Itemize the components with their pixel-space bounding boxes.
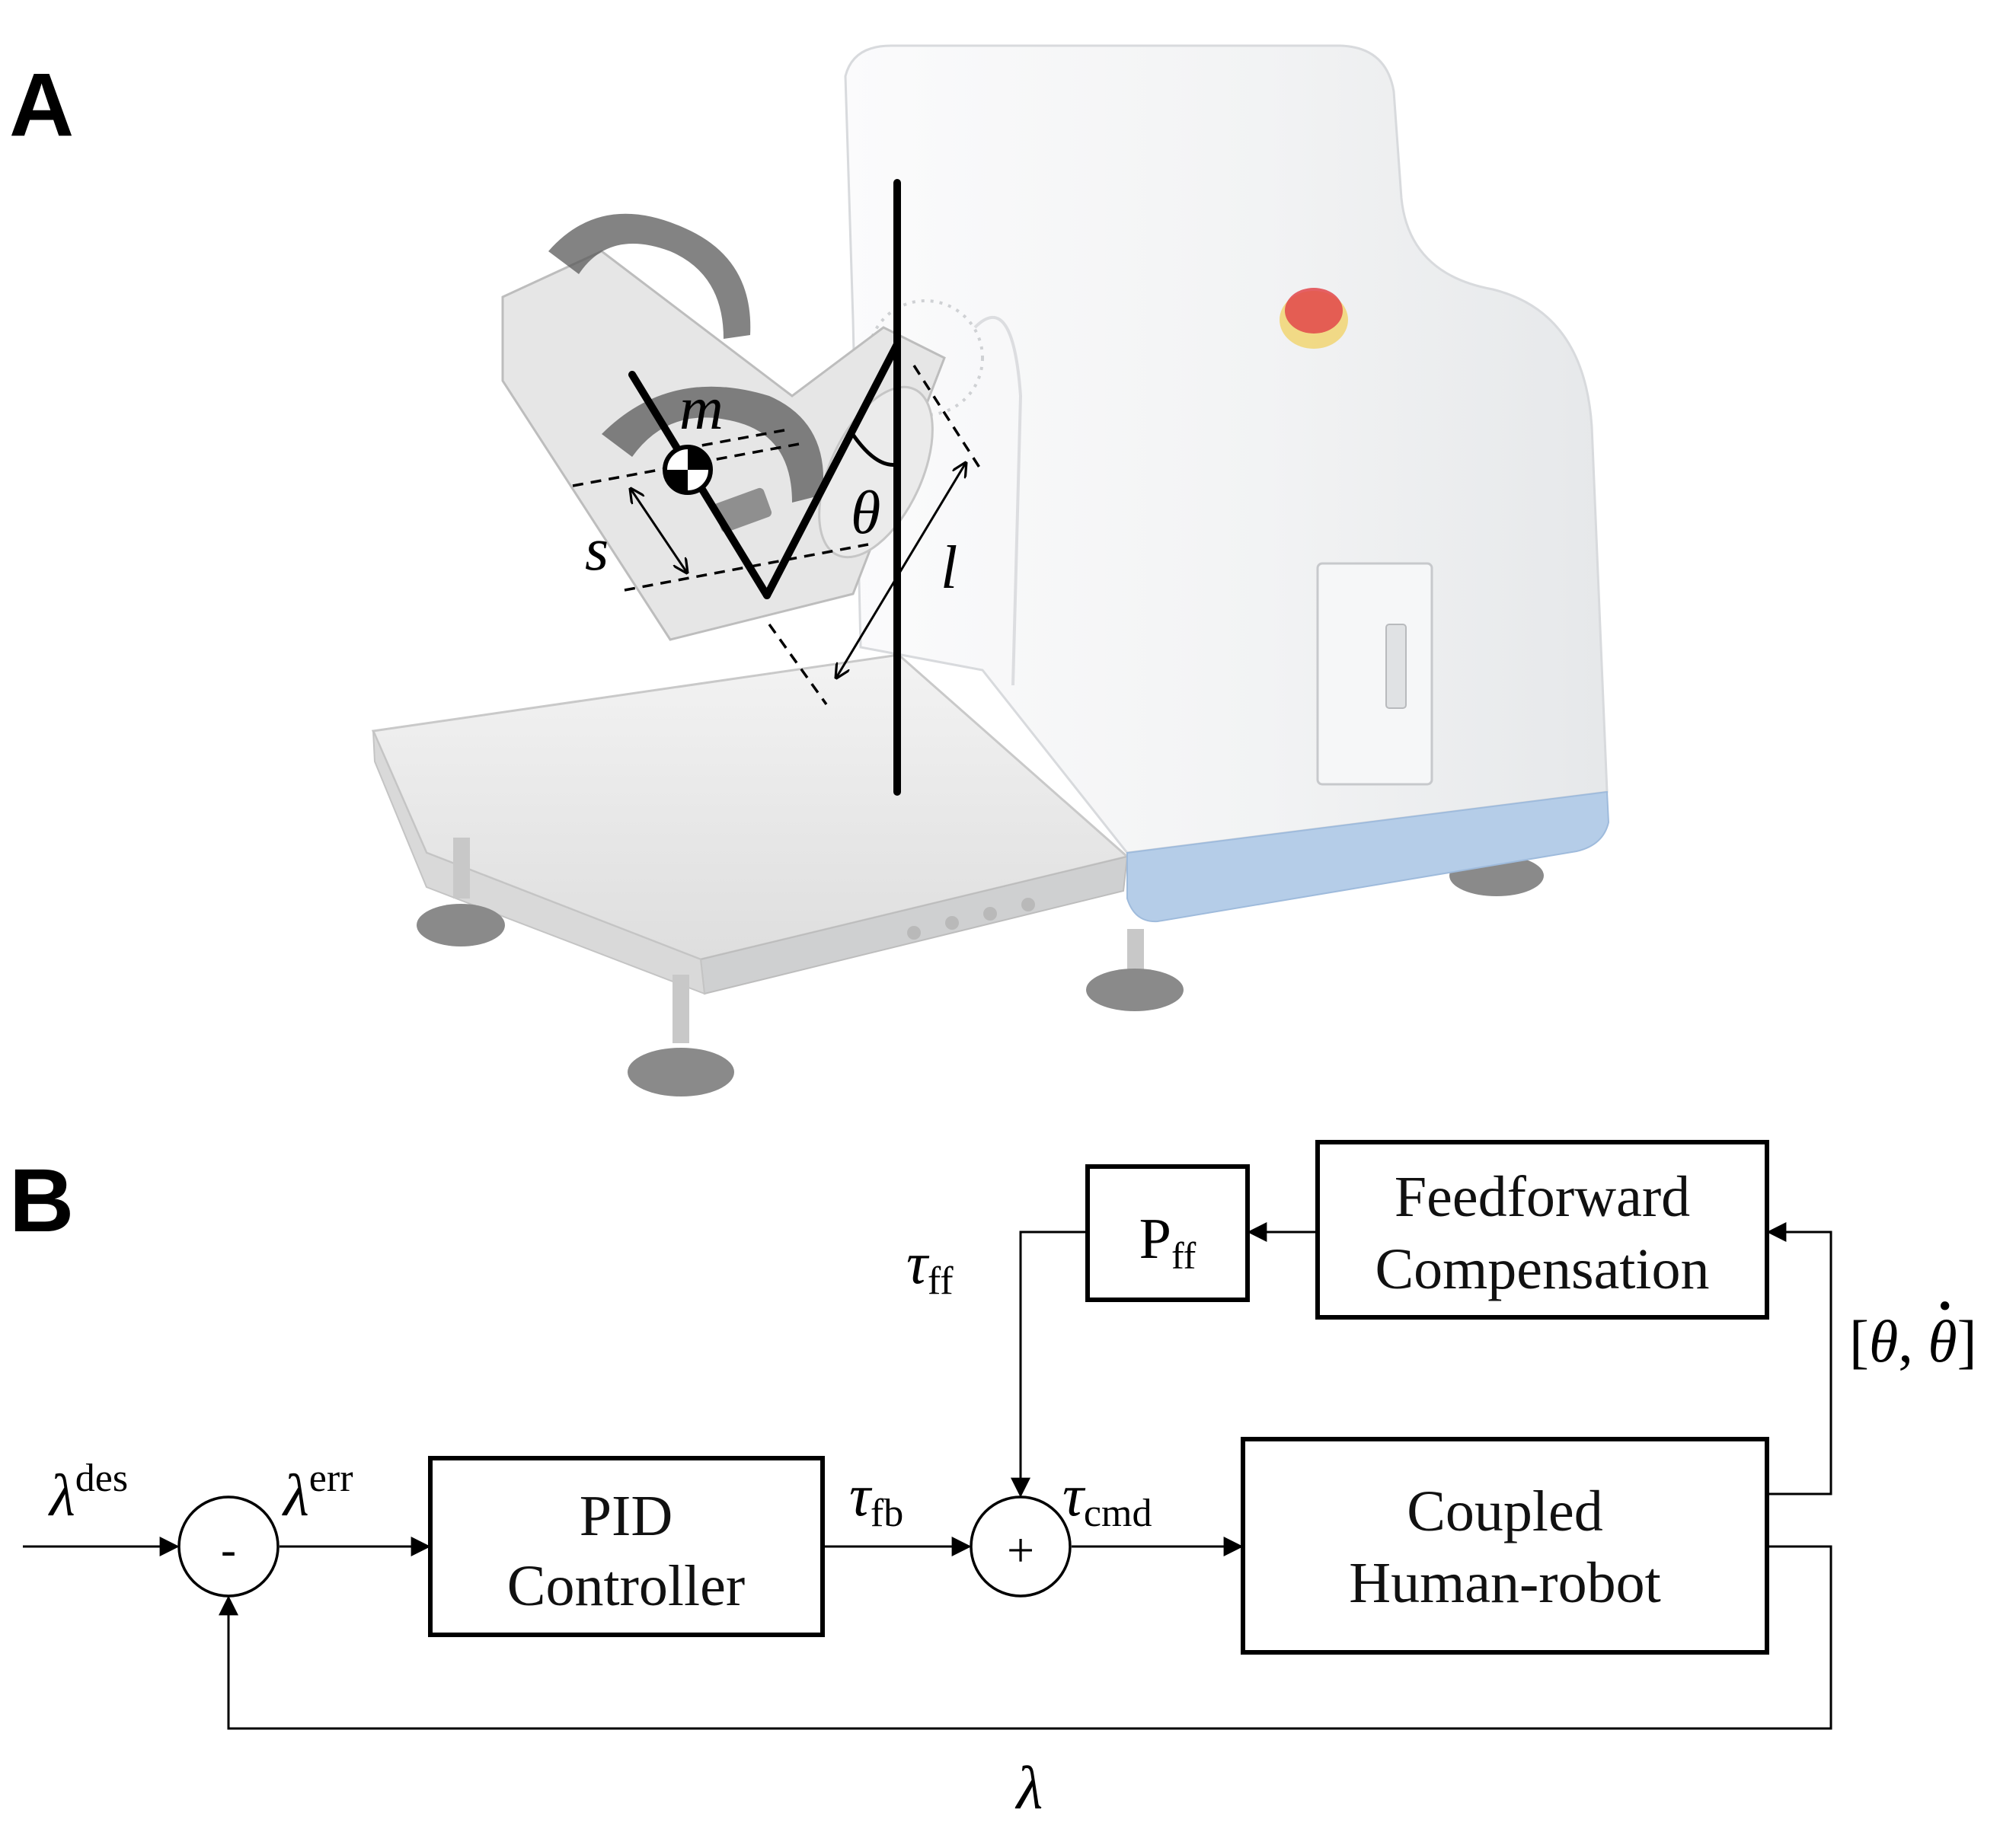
guide-dash-4 xyxy=(768,623,828,706)
robot-illustration xyxy=(371,44,1610,1096)
link-upper xyxy=(763,340,901,599)
minus-sign: - xyxy=(221,1524,236,1575)
plant-block xyxy=(1241,1437,1769,1655)
plant-line1: Coupled xyxy=(1407,1479,1603,1543)
signal-tau-fb: τfb xyxy=(849,1462,903,1535)
label-angle: θ xyxy=(851,480,880,547)
dimension-l xyxy=(836,463,966,678)
signal-lambda-des: λdes xyxy=(48,1457,128,1528)
pff-block xyxy=(1085,1164,1250,1302)
pendulum-model: m θ s l xyxy=(572,179,984,796)
guide-dash-2 xyxy=(624,543,869,592)
plus-sign: + xyxy=(1007,1523,1034,1577)
feedforward-block xyxy=(1315,1140,1769,1320)
plant-line2: Human-robot xyxy=(1349,1551,1660,1615)
label-length: l xyxy=(941,535,957,602)
dimension-s xyxy=(631,489,687,573)
theta-dot-accent: · xyxy=(1936,1277,1954,1336)
signal-tau-cmd: τcmd xyxy=(1062,1462,1152,1535)
center-of-mass-symbol xyxy=(663,445,713,495)
signal-state: [θ, θ] xyxy=(1849,1308,1977,1374)
guide-dash-5 xyxy=(689,429,785,449)
signal-lambda-err: λerr xyxy=(282,1457,353,1528)
arrow-output-feedback xyxy=(219,1545,1832,1730)
label-offset: s xyxy=(585,516,609,583)
guide-dash-3 xyxy=(912,365,984,473)
signal-lambda: λ xyxy=(1015,1755,1043,1822)
control-block-diagram: PID Controller Coupled Human-robot Feedf… xyxy=(23,1140,1977,1822)
panel-a-label: A xyxy=(9,55,74,155)
base-plate xyxy=(371,653,1130,995)
feedforward-line1: Feedforward xyxy=(1395,1165,1690,1229)
pid-controller-block xyxy=(428,1456,825,1637)
signal-tau-ff: τff xyxy=(906,1230,954,1303)
feedforward-line2: Compensation xyxy=(1375,1237,1709,1301)
arrow-feedforward-torque xyxy=(1011,1231,1086,1498)
arrow-state-feedback xyxy=(1766,1222,1832,1495)
panel-b-label: B xyxy=(9,1151,74,1251)
pff-label: Pff xyxy=(1139,1207,1197,1277)
leveling-feet xyxy=(417,838,1544,1096)
robot-housing xyxy=(844,44,1610,923)
pid-line2: Controller xyxy=(507,1554,745,1618)
pid-line1: PID xyxy=(580,1484,673,1548)
label-mass: m xyxy=(679,375,724,442)
